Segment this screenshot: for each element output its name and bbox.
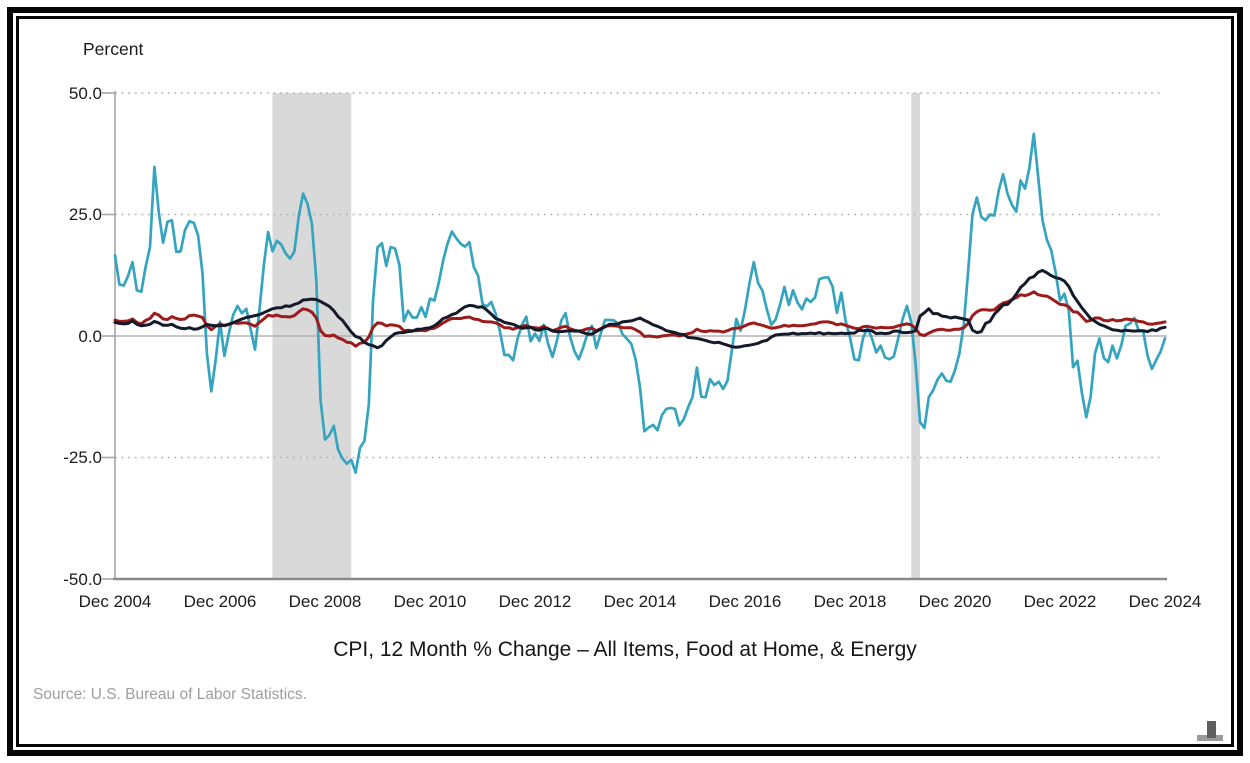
y-tick-label: 0.0 — [78, 326, 102, 346]
x-tick-label: Dec 2016 — [708, 592, 782, 611]
all-items-line — [113, 290, 1167, 348]
x-tick-label: Dec 2020 — [918, 592, 992, 611]
y-tick-label: -25.0 — [63, 448, 102, 467]
y-axis-title: Percent — [83, 39, 144, 59]
corner-mark-icon — [1207, 721, 1216, 738]
y-tick-label: 25.0 — [68, 205, 102, 224]
outer-frame — [7, 7, 1243, 756]
x-tick-label: Dec 2024 — [1128, 592, 1202, 611]
x-tick-label: Dec 2008 — [288, 592, 362, 611]
x-tick-label: Dec 2018 — [813, 592, 887, 611]
x-tick-label: Dec 2010 — [393, 592, 467, 611]
chart-title: CPI, 12 Month % Change – All Items, Food… — [333, 638, 917, 661]
source-note: Source: U.S. Bureau of Labor Statistics. — [33, 686, 307, 703]
food-at-home-line — [113, 268, 1167, 350]
y-tick-label: -50.0 — [63, 569, 102, 589]
y-tick-label: 50.0 — [68, 83, 102, 103]
x-tick-label: Dec 2004 — [78, 592, 152, 611]
x-tick-label: Dec 2022 — [1023, 592, 1097, 611]
x-tick-label: Dec 2012 — [498, 592, 572, 611]
x-tick-label: Dec 2006 — [183, 592, 257, 611]
energy-line — [113, 132, 1167, 474]
corner-mark-base — [1197, 735, 1223, 741]
x-tick-label: Dec 2014 — [603, 592, 677, 611]
inner-frame — [16, 16, 1234, 747]
